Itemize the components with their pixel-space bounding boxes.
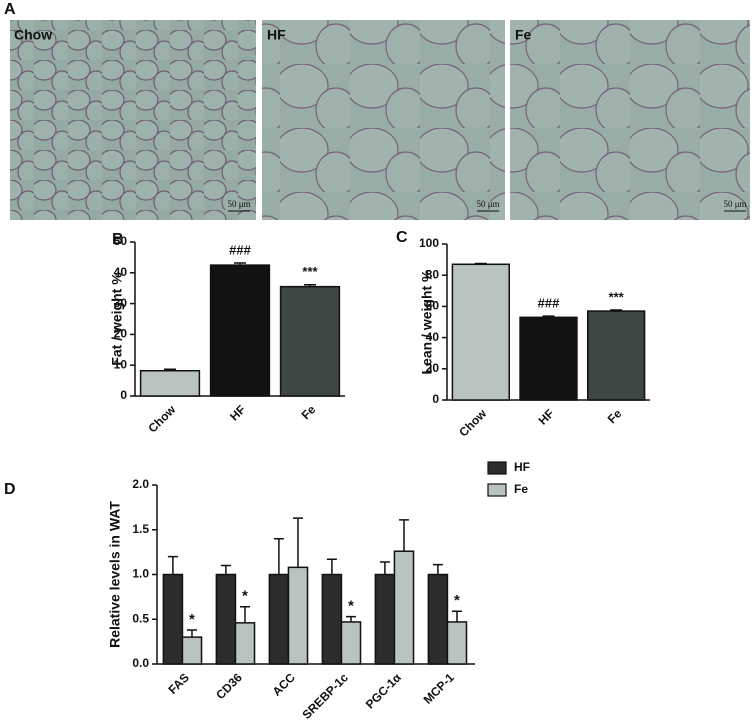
- bar: [586, 310, 646, 401]
- significance-label: ###: [538, 296, 560, 311]
- bar: [393, 550, 415, 665]
- error-bar: [451, 610, 462, 622]
- y-axis-label: Fat / weight %: [109, 272, 125, 366]
- y-tick-label: 0.5: [132, 611, 149, 625]
- significance-label: *: [454, 592, 460, 609]
- error-bar: [273, 537, 284, 575]
- y-tick-label: 30: [114, 296, 128, 310]
- y-tick-label: 60: [426, 299, 440, 313]
- x-tick-label: FAS: [165, 670, 191, 696]
- error-bar: [167, 555, 178, 575]
- x-tick-label: CD36: [213, 670, 245, 702]
- y-tick-label: 2.0: [132, 477, 149, 491]
- legend-label: HF: [514, 460, 530, 474]
- error-bar: [326, 558, 337, 575]
- significance-label: ***: [609, 289, 625, 304]
- bar: [139, 369, 201, 397]
- bar: [519, 316, 578, 401]
- x-tick-label: Chow: [145, 402, 178, 435]
- error-bar: [379, 561, 390, 575]
- significance-label: ***: [302, 264, 318, 279]
- x-tick-label: PGC-1α: [363, 670, 404, 711]
- panel-label: A: [4, 1, 16, 18]
- bar: [279, 285, 341, 397]
- panel-label: B: [112, 231, 124, 248]
- x-tick-label: Chow: [456, 406, 489, 439]
- y-tick-label: 0: [432, 392, 439, 406]
- x-tick-label: Fe: [299, 402, 319, 422]
- error-bar: [239, 605, 250, 623]
- image-label: Chow: [14, 27, 52, 43]
- bar: [268, 573, 290, 665]
- bar: [181, 636, 203, 665]
- panel-label: C: [396, 229, 408, 246]
- significance-label: *: [189, 611, 195, 628]
- bar: [427, 573, 449, 665]
- bar: [446, 621, 468, 665]
- scale-bar-label: 50 μm: [476, 199, 499, 209]
- x-tick-label: SREBP-1c: [299, 670, 351, 722]
- error-bar: [292, 517, 303, 568]
- bar: [162, 573, 184, 665]
- y-tick-label: 0.0: [132, 656, 149, 670]
- significance-label: *: [242, 588, 248, 605]
- x-tick-label: HF: [227, 402, 248, 423]
- scale-bar-label: 50 μm: [723, 199, 746, 209]
- error-bar: [398, 519, 409, 552]
- legend-label: Fe: [514, 482, 528, 496]
- bar: [287, 566, 309, 665]
- error-bar: [345, 615, 356, 622]
- y-tick-label: 40: [114, 265, 128, 279]
- image-label: HF: [267, 27, 286, 43]
- bar: [215, 573, 237, 665]
- image-label: Fe: [515, 27, 532, 43]
- y-axis-label: Relative levels in WAT: [107, 501, 123, 648]
- y-tick-label: 0: [120, 388, 127, 402]
- histology-image: [10, 20, 256, 220]
- error-bar: [186, 629, 197, 638]
- y-tick-label: 10: [114, 357, 128, 371]
- y-tick-label: 80: [426, 267, 440, 281]
- significance-label: *: [348, 598, 354, 615]
- bar: [321, 573, 343, 665]
- y-tick-label: 20: [114, 327, 128, 341]
- scale-bar-label: 50 μm: [227, 199, 250, 209]
- error-bar: [432, 563, 443, 575]
- y-tick-label: 20: [426, 361, 440, 375]
- y-tick-label: 100: [419, 236, 439, 250]
- x-tick-label: ACC: [270, 670, 299, 699]
- histology-image: [262, 20, 505, 220]
- bar: [451, 263, 511, 401]
- x-tick-label: Fe: [605, 406, 625, 426]
- legend-swatch: [487, 483, 507, 497]
- panel-label: D: [4, 481, 16, 498]
- axis-line: [156, 485, 475, 665]
- significance-label: ###: [229, 242, 251, 257]
- y-tick-label: 50: [114, 234, 128, 248]
- histology-image: [510, 20, 750, 220]
- bar: [234, 622, 256, 665]
- y-tick-label: 40: [426, 330, 440, 344]
- x-tick-label: HF: [536, 406, 557, 427]
- y-tick-label: 1.5: [132, 522, 149, 536]
- y-axis-label: Lean / weight %: [419, 269, 435, 375]
- bar: [374, 573, 396, 665]
- legend-swatch: [487, 461, 507, 475]
- bar: [340, 621, 362, 665]
- y-tick-label: 1.0: [132, 567, 149, 581]
- bar: [209, 264, 271, 397]
- x-tick-label: MCP-1: [421, 670, 458, 707]
- error-bar: [220, 564, 231, 575]
